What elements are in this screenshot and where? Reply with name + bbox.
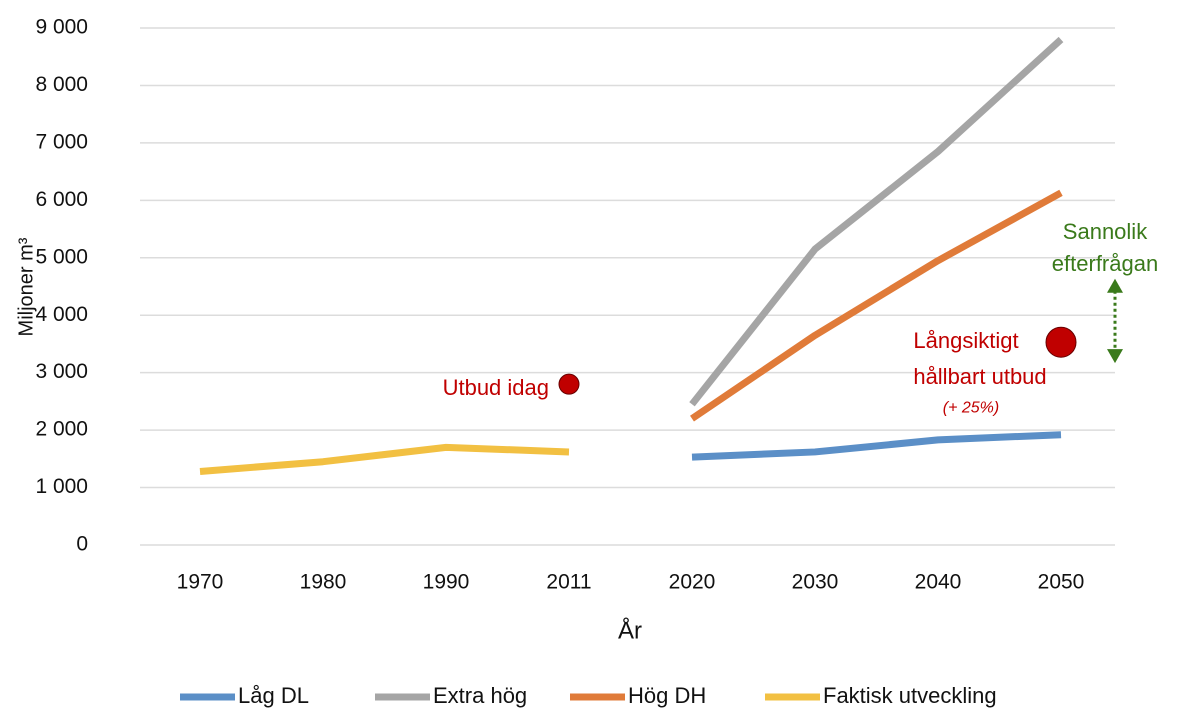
legend-label: Extra hög (433, 683, 527, 708)
y-tick-label: 8 000 (35, 73, 88, 96)
legend-label: Hög DH (628, 683, 706, 708)
range-label: Sannolik (1063, 219, 1148, 244)
x-tick-label: 1970 (177, 571, 224, 594)
x-tick-label: 2030 (792, 571, 839, 594)
annotation-point (1045, 326, 1077, 358)
y-tick-label: 4 000 (35, 303, 88, 326)
x-tick-label: 2050 (1038, 571, 1085, 594)
line-series (690, 189, 1063, 422)
legend-label: Faktisk utveckling (823, 683, 997, 708)
y-tick-label: 6 000 (35, 188, 88, 211)
x-tick-label: 2020 (669, 571, 716, 594)
line-series (689, 36, 1064, 407)
annotation-label: Utbud idag (443, 375, 549, 400)
annotation-point (558, 373, 580, 395)
x-tick-label: 2040 (915, 571, 962, 594)
range-label: efterfrågan (1052, 251, 1158, 276)
y-tick-label: 5 000 (35, 245, 88, 268)
x-axis-title: År (618, 616, 642, 644)
y-axis-title: Miljoner m³ (15, 237, 37, 336)
annotation-note: (+ 25%) (943, 399, 999, 416)
y-tick-label: 7 000 (35, 130, 88, 153)
y-tick-label: 1 000 (35, 475, 88, 498)
y-tick-label: 9 000 (35, 16, 88, 39)
annotation-label: Långsiktigt (913, 328, 1018, 353)
arrow-head (1107, 349, 1123, 364)
x-tick-label: 2011 (546, 571, 591, 594)
arrow-head (1107, 278, 1123, 293)
legend-label: Låg DL (238, 683, 309, 708)
line-series (691, 431, 1062, 461)
y-tick-label: 2 000 (35, 418, 88, 441)
y-tick-label: 0 (76, 533, 88, 556)
annotation-label: hållbart utbud (913, 364, 1046, 389)
line-series (199, 443, 570, 475)
x-tick-label: 1980 (300, 571, 347, 594)
x-tick-label: 1990 (423, 571, 470, 594)
y-tick-label: 3 000 (35, 360, 88, 383)
